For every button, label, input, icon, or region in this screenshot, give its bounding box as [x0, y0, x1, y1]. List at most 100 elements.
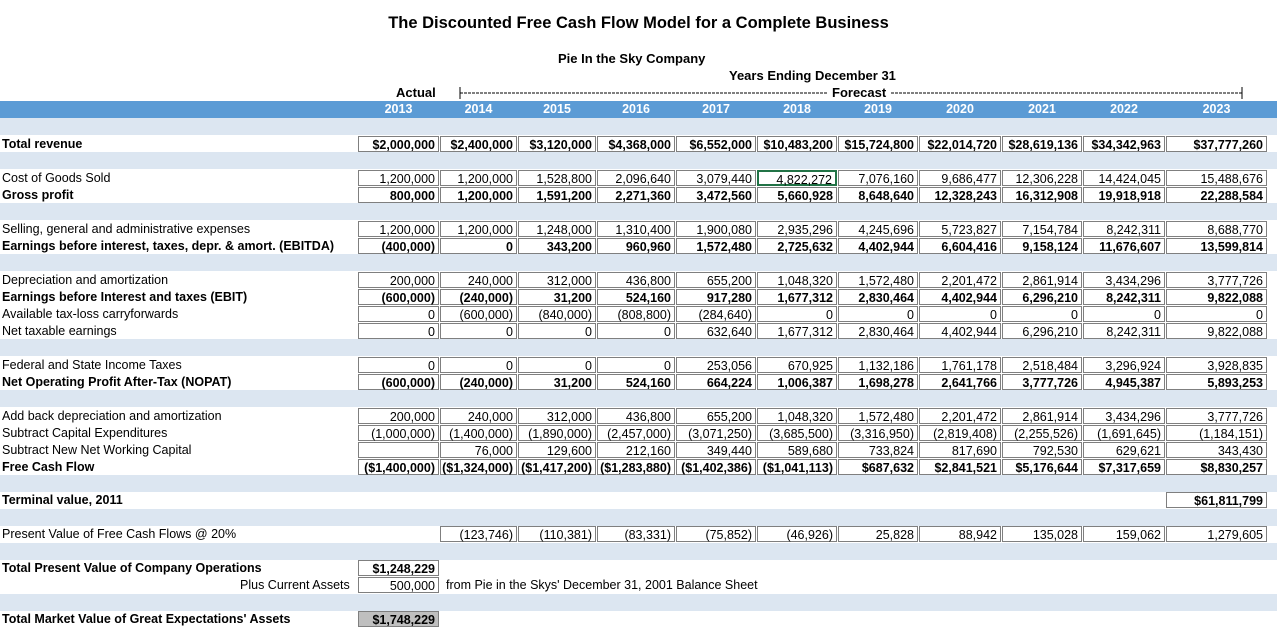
table-cell[interactable]: 4,945,387 — [1083, 374, 1165, 390]
table-cell[interactable]: ($1,400,000) — [358, 459, 439, 475]
table-cell[interactable]: 9,822,088 — [1166, 323, 1267, 339]
table-cell[interactable]: 2,830,464 — [838, 289, 918, 305]
table-cell[interactable]: $7,317,659 — [1083, 459, 1165, 475]
table-cell[interactable]: (284,640) — [676, 306, 756, 322]
table-cell[interactable]: 1,572,480 — [838, 272, 918, 288]
table-cell[interactable]: 4,402,944 — [838, 238, 918, 254]
table-cell[interactable]: 1,200,000 — [358, 170, 439, 186]
table-cell[interactable]: 589,680 — [757, 442, 837, 458]
table-cell[interactable]: $1,748,229 — [358, 611, 439, 627]
table-cell[interactable]: 4,245,696 — [838, 221, 918, 237]
table-cell[interactable]: ($1,283,880) — [597, 459, 675, 475]
table-cell[interactable]: 5,660,928 — [757, 187, 837, 203]
table-cell[interactable]: 0 — [838, 306, 918, 322]
table-cell[interactable]: 436,800 — [597, 272, 675, 288]
table-cell[interactable]: 76,000 — [440, 442, 517, 458]
table-cell[interactable]: 800,000 — [358, 187, 439, 203]
table-cell[interactable]: 343,430 — [1166, 442, 1267, 458]
table-cell[interactable]: 524,160 — [597, 374, 675, 390]
table-cell[interactable]: $28,619,136 — [1002, 136, 1082, 152]
table-cell[interactable]: (1,890,000) — [518, 425, 596, 441]
table-cell[interactable]: $1,248,229 — [358, 560, 439, 576]
table-cell[interactable]: 655,200 — [676, 408, 756, 424]
table-cell[interactable]: $34,342,963 — [1083, 136, 1165, 152]
table-cell[interactable]: (600,000) — [440, 306, 517, 322]
table-cell[interactable]: 0 — [597, 323, 675, 339]
table-cell[interactable]: 1,900,080 — [676, 221, 756, 237]
table-cell[interactable]: 312,000 — [518, 408, 596, 424]
table-cell[interactable]: 436,800 — [597, 408, 675, 424]
table-cell[interactable]: 0 — [518, 357, 596, 373]
table-cell[interactable]: 1,528,800 — [518, 170, 596, 186]
table-cell[interactable]: 13,599,814 — [1166, 238, 1267, 254]
table-cell[interactable]: 19,918,918 — [1083, 187, 1165, 203]
table-cell[interactable]: 15,488,676 — [1166, 170, 1267, 186]
table-cell[interactable]: 0 — [440, 357, 517, 373]
table-cell[interactable]: $2,000,000 — [358, 136, 439, 152]
table-cell[interactable]: 3,928,835 — [1166, 357, 1267, 373]
table-cell[interactable]: 2,641,766 — [919, 374, 1001, 390]
table-cell[interactable]: 4,402,944 — [919, 289, 1001, 305]
table-cell[interactable]: 0 — [518, 323, 596, 339]
table-cell[interactable]: 312,000 — [518, 272, 596, 288]
table-cell[interactable]: 664,224 — [676, 374, 756, 390]
table-cell[interactable]: 670,925 — [757, 357, 837, 373]
table-cell[interactable]: $4,368,000 — [597, 136, 675, 152]
table-cell[interactable]: 9,686,477 — [919, 170, 1001, 186]
table-cell[interactable]: 240,000 — [440, 408, 517, 424]
table-cell[interactable]: 349,440 — [676, 442, 756, 458]
table-cell[interactable]: ($1,324,000) — [440, 459, 517, 475]
table-cell[interactable]: $5,176,644 — [1002, 459, 1082, 475]
table-cell[interactable]: 212,160 — [597, 442, 675, 458]
table-cell[interactable]: 3,079,440 — [676, 170, 756, 186]
table-cell[interactable]: (3,316,950) — [838, 425, 918, 441]
table-cell[interactable]: (2,819,408) — [919, 425, 1001, 441]
table-cell[interactable]: 4,402,944 — [919, 323, 1001, 339]
table-cell[interactable]: 8,648,640 — [838, 187, 918, 203]
table-cell[interactable]: 0 — [919, 306, 1001, 322]
table-cell[interactable]: $2,400,000 — [440, 136, 517, 152]
table-cell[interactable]: ($1,402,386) — [676, 459, 756, 475]
table-cell[interactable]: (123,746) — [440, 526, 517, 542]
table-cell[interactable]: 240,000 — [440, 272, 517, 288]
table-cell[interactable]: 7,154,784 — [1002, 221, 1082, 237]
table-cell[interactable]: 8,242,311 — [1083, 323, 1165, 339]
table-cell[interactable]: 1,310,400 — [597, 221, 675, 237]
table-cell[interactable]: $15,724,800 — [838, 136, 918, 152]
table-cell[interactable]: 31,200 — [518, 374, 596, 390]
table-cell[interactable]: 11,676,607 — [1083, 238, 1165, 254]
table-cell[interactable]: 253,056 — [676, 357, 756, 373]
table-cell[interactable]: (240,000) — [440, 289, 517, 305]
table-cell[interactable]: 1,698,278 — [838, 374, 918, 390]
table-cell[interactable]: 12,328,243 — [919, 187, 1001, 203]
table-cell[interactable]: (400,000) — [358, 238, 439, 254]
table-cell[interactable]: 2,830,464 — [838, 323, 918, 339]
table-cell[interactable]: 3,296,924 — [1083, 357, 1165, 373]
table-cell[interactable]: 0 — [440, 238, 517, 254]
table-cell[interactable]: 6,296,210 — [1002, 323, 1082, 339]
table-cell[interactable]: 1,048,320 — [757, 408, 837, 424]
table-cell[interactable]: 0 — [1166, 306, 1267, 322]
table-cell[interactable]: 1,677,312 — [757, 323, 837, 339]
table-cell[interactable]: 14,424,045 — [1083, 170, 1165, 186]
table-cell[interactable]: 6,296,210 — [1002, 289, 1082, 305]
table-cell[interactable]: 2,725,632 — [757, 238, 837, 254]
table-cell[interactable]: 3,434,296 — [1083, 272, 1165, 288]
table-cell[interactable]: $3,120,000 — [518, 136, 596, 152]
table-cell[interactable]: 12,306,228 — [1002, 170, 1082, 186]
table-cell[interactable]: 632,640 — [676, 323, 756, 339]
table-cell[interactable]: 792,530 — [1002, 442, 1082, 458]
table-cell[interactable]: 500,000 — [358, 577, 439, 593]
table-cell[interactable]: (808,800) — [597, 306, 675, 322]
table-cell[interactable]: 1,200,000 — [440, 170, 517, 186]
table-cell[interactable]: (240,000) — [440, 374, 517, 390]
table-cell[interactable]: 343,200 — [518, 238, 596, 254]
table-cell[interactable]: 0 — [358, 306, 439, 322]
table-cell[interactable]: 1,248,000 — [518, 221, 596, 237]
table-cell[interactable]: ($1,417,200) — [518, 459, 596, 475]
table-cell[interactable]: (3,685,500) — [757, 425, 837, 441]
table-cell[interactable]: 3,472,560 — [676, 187, 756, 203]
table-cell[interactable]: (1,691,645) — [1083, 425, 1165, 441]
table-cell[interactable]: 8,242,311 — [1083, 289, 1165, 305]
table-cell[interactable]: 9,158,124 — [1002, 238, 1082, 254]
